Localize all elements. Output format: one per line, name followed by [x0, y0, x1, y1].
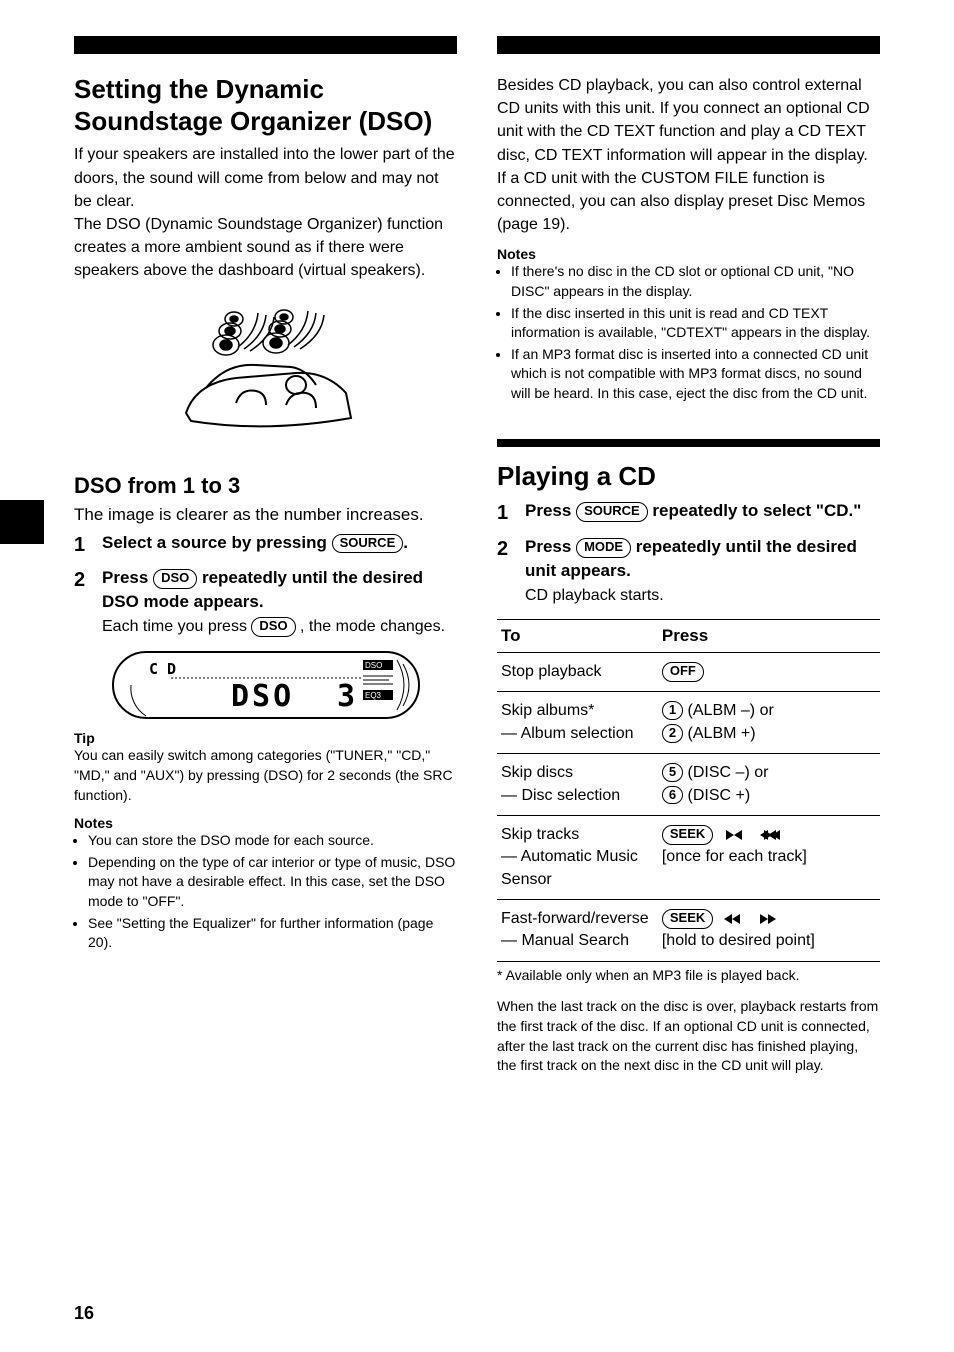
section-rule [497, 439, 880, 447]
mode-button-label: MODE [576, 538, 631, 558]
right-notes: If there's no disc in the CD slot or opt… [497, 262, 880, 403]
svg-text:C D: C D [149, 660, 176, 678]
svg-text:DSO: DSO [365, 661, 382, 670]
seek-button-label: SEEK [662, 825, 713, 845]
seek-button-label: SEEK [662, 909, 713, 929]
after-table-text: When the last track on the disc is over,… [497, 997, 880, 1075]
table-row: Skip discs — Disc selection 5 (DISC –) o… [497, 754, 880, 816]
column-top-rule [74, 36, 457, 54]
asterisk-note: * Available only when an MP3 file is pla… [497, 966, 880, 986]
svg-text:3: 3 [337, 679, 355, 714]
left-title: Setting the Dynamic Soundstage Organizer… [74, 74, 457, 137]
svg-text:DSO: DSO [231, 679, 294, 714]
right-intro: Besides CD playback, you can also contro… [497, 74, 880, 236]
page-number: 16 [74, 1303, 94, 1324]
right-notes-title: Notes [497, 246, 880, 262]
feature-sub: The image is clearer as the number incre… [74, 505, 457, 525]
source-button-label: SOURCE [332, 534, 404, 554]
dso-button-label: DSO [153, 569, 197, 589]
step-1: Press SOURCE repeatedly to select "CD." [497, 499, 880, 523]
preset-6-label: 6 [662, 786, 683, 805]
left-column: Setting the Dynamic Soundstage Organizer… [74, 36, 457, 1076]
left-steps: Select a source by pressing SOURCE. Pres… [74, 531, 457, 639]
table-header-to: To [497, 619, 658, 652]
skip-back-forward-icon [722, 828, 792, 842]
column-top-rule [497, 36, 880, 54]
preset-5-label: 5 [662, 763, 683, 782]
off-button-label: OFF [662, 662, 704, 682]
dso-button-label-2: DSO [251, 617, 295, 637]
left-notes-title: Notes [74, 815, 457, 831]
tip-body: You can easily switch among categories (… [74, 746, 457, 805]
table-row: Skip tracks — Automatic Music Sensor SEE… [497, 815, 880, 899]
step-2: Press MODE repeatedly until the desired … [497, 535, 880, 607]
page-edge-tab [0, 500, 44, 544]
rewind-fastforward-icon [722, 912, 788, 926]
car-speaker-illustration [166, 293, 366, 453]
table-row: Skip albums* — Album selection 1 (ALBM –… [497, 692, 880, 754]
feature-title: DSO from 1 to 3 [74, 473, 457, 499]
tip-title: Tip [74, 730, 457, 746]
svg-text:EQ3: EQ3 [365, 691, 382, 700]
source-button-label: SOURCE [576, 502, 648, 522]
table-header-press: Press [658, 619, 880, 652]
operations-table: To Press Stop playback OFF Skip albums* … [497, 619, 880, 962]
step-1: Select a source by pressing SOURCE. [74, 531, 457, 555]
step-2: Press DSO repeatedly until the desired D… [74, 566, 457, 638]
table-row: Fast-forward/reverse — Manual Search SEE… [497, 900, 880, 962]
lcd-display-illustration: C D DSO 3 DSO EQ3 [111, 650, 421, 720]
table-row: Stop playback OFF [497, 652, 880, 691]
two-column-layout: Setting the Dynamic Soundstage Organizer… [74, 36, 880, 1076]
left-intro: If your speakers are installed into the … [74, 143, 457, 282]
right-section-title: Playing a CD [497, 461, 880, 493]
right-steps: Press SOURCE repeatedly to select "CD." … [497, 499, 880, 607]
left-notes: You can store the DSO mode for each sour… [74, 831, 457, 953]
preset-1-label: 1 [662, 701, 683, 720]
right-column: Besides CD playback, you can also contro… [497, 36, 880, 1076]
preset-2-label: 2 [662, 724, 683, 743]
